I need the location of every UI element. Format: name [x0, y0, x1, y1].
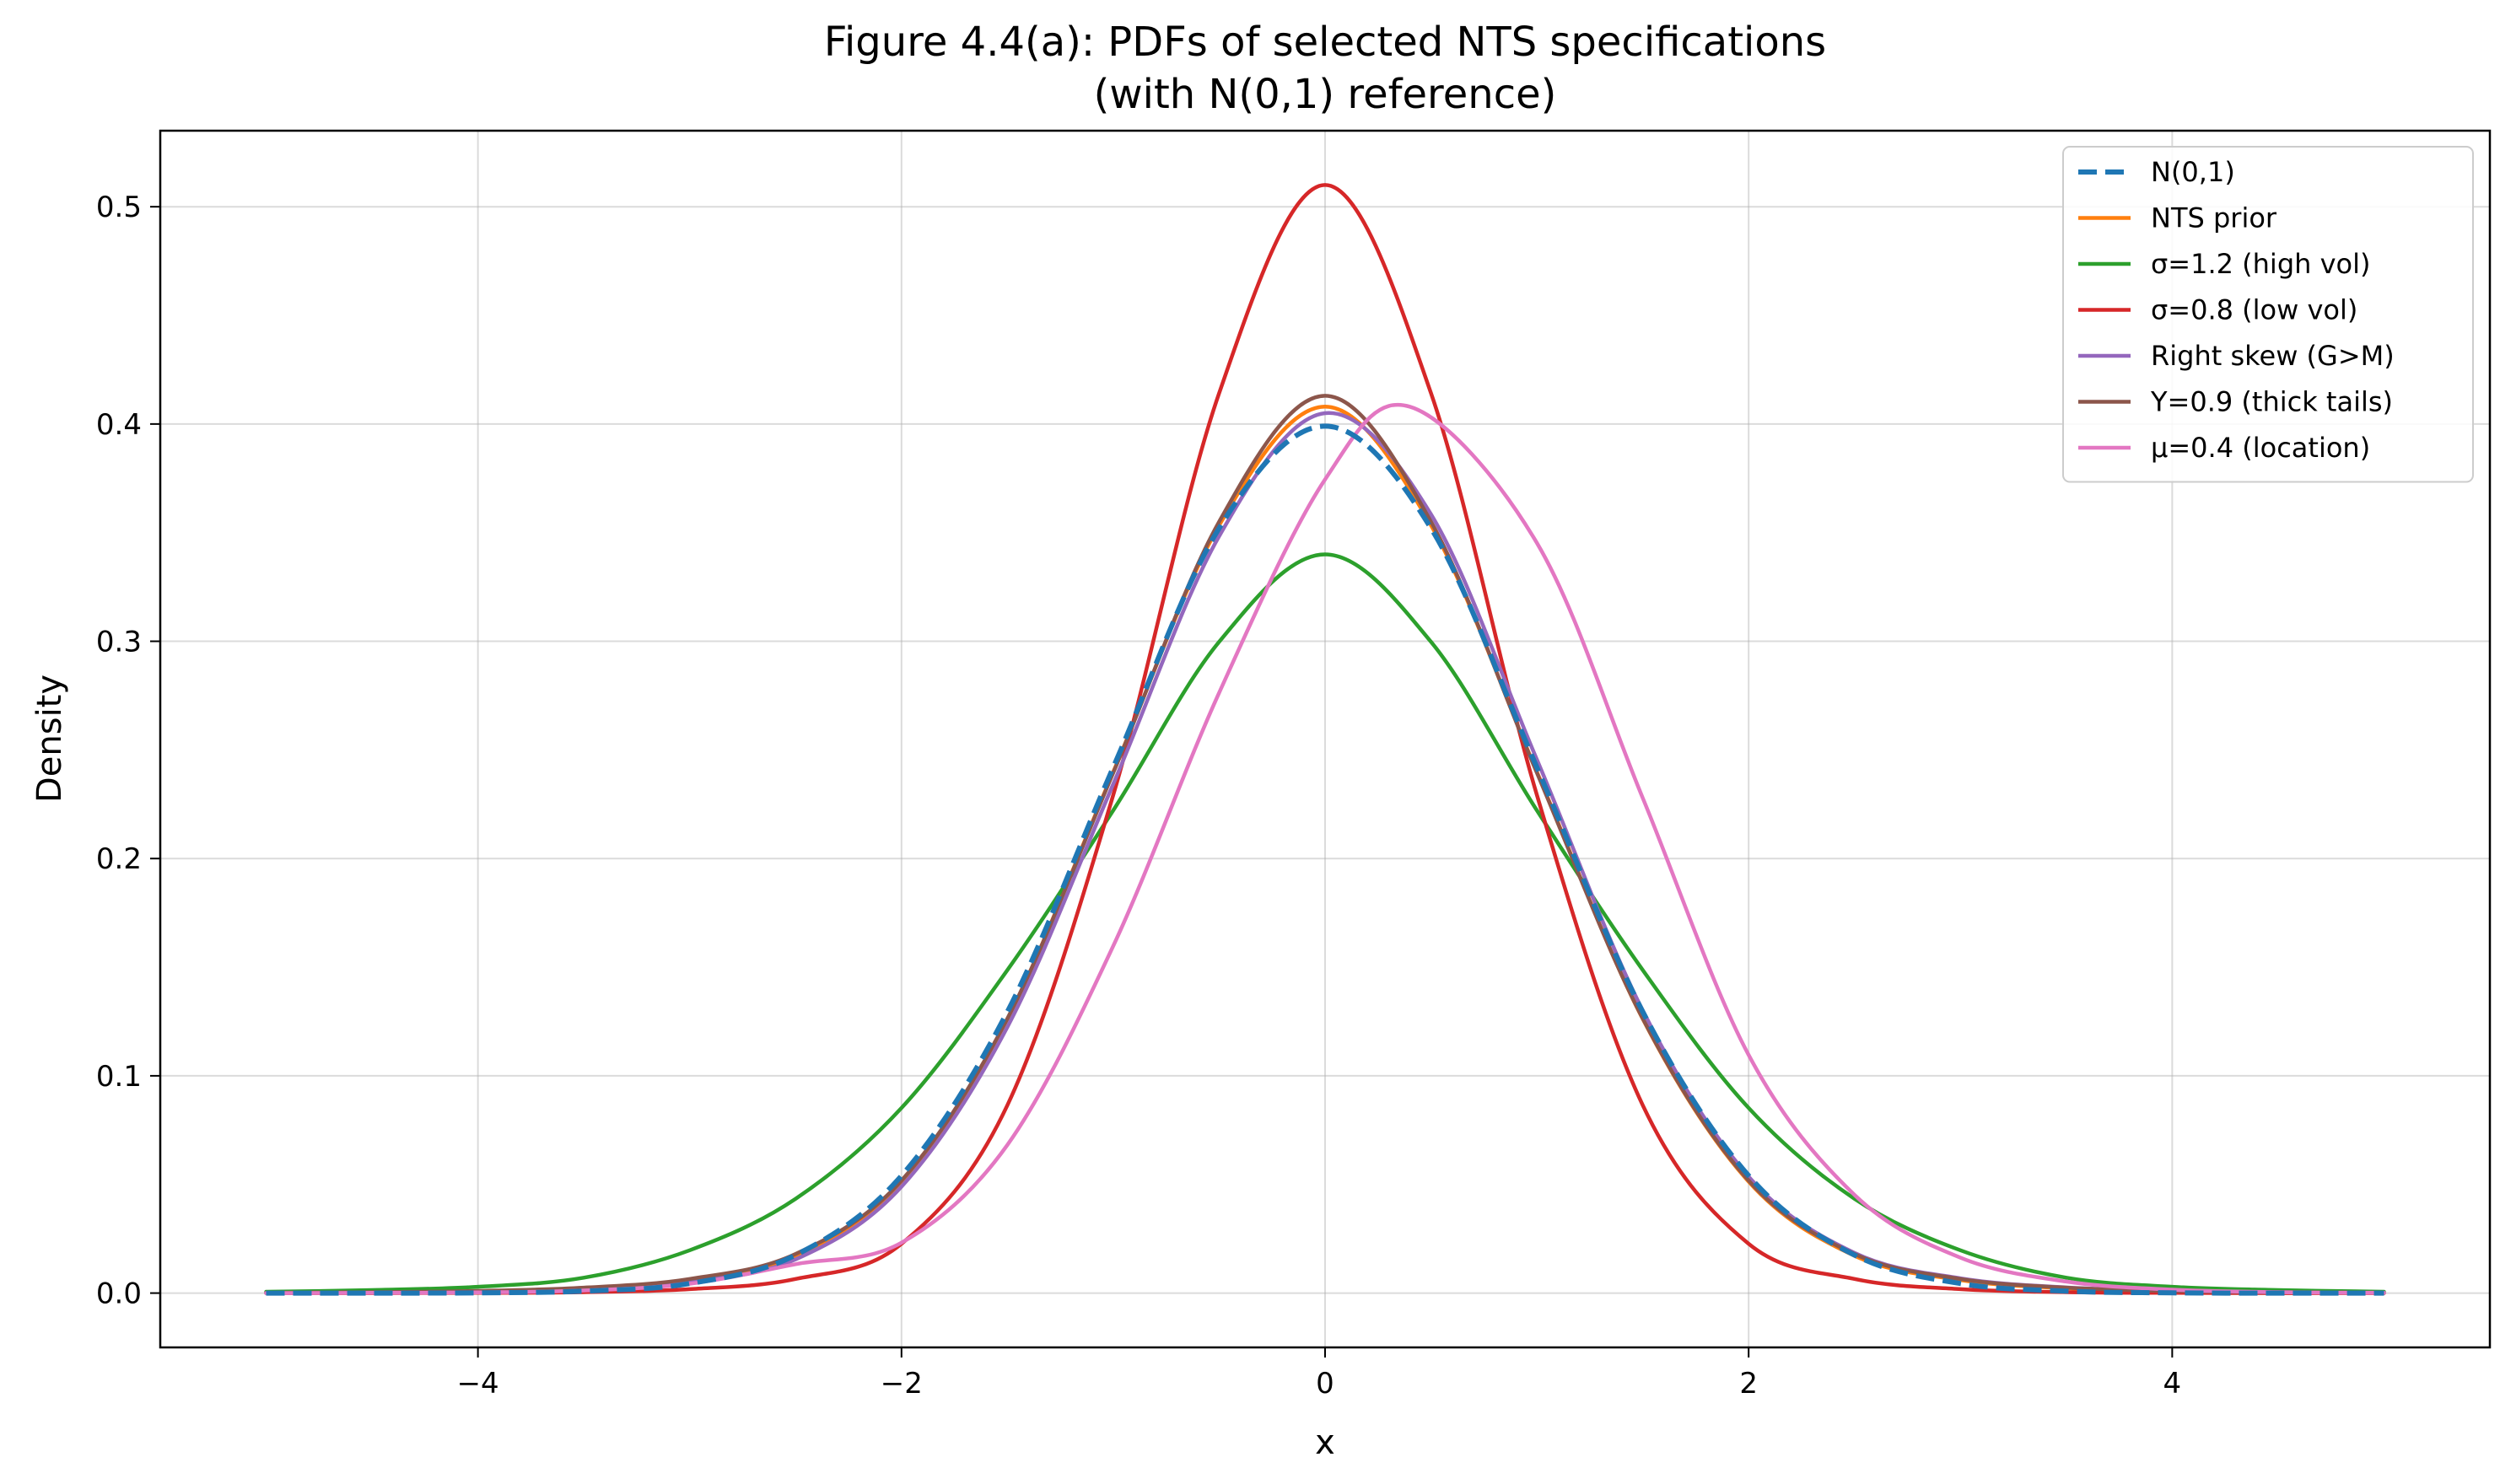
- y-axis-label: Density: [30, 675, 69, 803]
- x-tick-label: 4: [2163, 1367, 2182, 1401]
- legend: N(0,1) NTS prior σ=1.2 (high vol) σ=0.8 (lo…: [2062, 146, 2474, 483]
- legend-entry-6: μ=0.4 (location): [2151, 432, 2370, 464]
- y-tick-label: 0.5: [96, 191, 142, 224]
- y-tick-label: 0.0: [96, 1277, 142, 1311]
- x-tick-label: 2: [1739, 1367, 1758, 1401]
- legend-box: [2062, 146, 2474, 483]
- series-line-3: [264, 183, 2386, 1295]
- y-tick-label: 0.4: [96, 408, 142, 442]
- series-line-5: [264, 394, 2386, 1295]
- x-tick-label: −2: [881, 1367, 923, 1401]
- chart-subtitle: (with N(0,1) reference): [1094, 71, 1557, 118]
- legend-entry-3: σ=0.8 (low vol): [2151, 294, 2357, 326]
- series-line-0: [266, 423, 2384, 1296]
- legend-entry-0: N(0,1): [2151, 156, 2235, 188]
- y-tick-label: 0.2: [96, 842, 142, 876]
- series-line-2: [264, 552, 2386, 1294]
- legend-entry-1: NTS prior: [2151, 202, 2277, 234]
- legend-entry-5: Y=0.9 (thick tails): [2150, 386, 2393, 418]
- x-axis-label: x: [1315, 1423, 1335, 1462]
- legend-entry-4: Right skew (G>M): [2151, 340, 2395, 372]
- chart-title: Figure 4.4(a): PDFs of selected NTS spec…: [824, 19, 1826, 66]
- y-tick-label: 0.3: [96, 626, 142, 659]
- legend-entry-2: σ=1.2 (high vol): [2151, 248, 2370, 280]
- plot-lines: [264, 183, 2386, 1296]
- axis-ticks: −4 −2 0 2 4 0.0 0.1 0.2 0.3 0.4 0.5: [96, 191, 2181, 1401]
- x-tick-label: 0: [1316, 1367, 1334, 1401]
- y-tick-label: 0.1: [96, 1060, 142, 1094]
- x-tick-label: −4: [457, 1367, 499, 1401]
